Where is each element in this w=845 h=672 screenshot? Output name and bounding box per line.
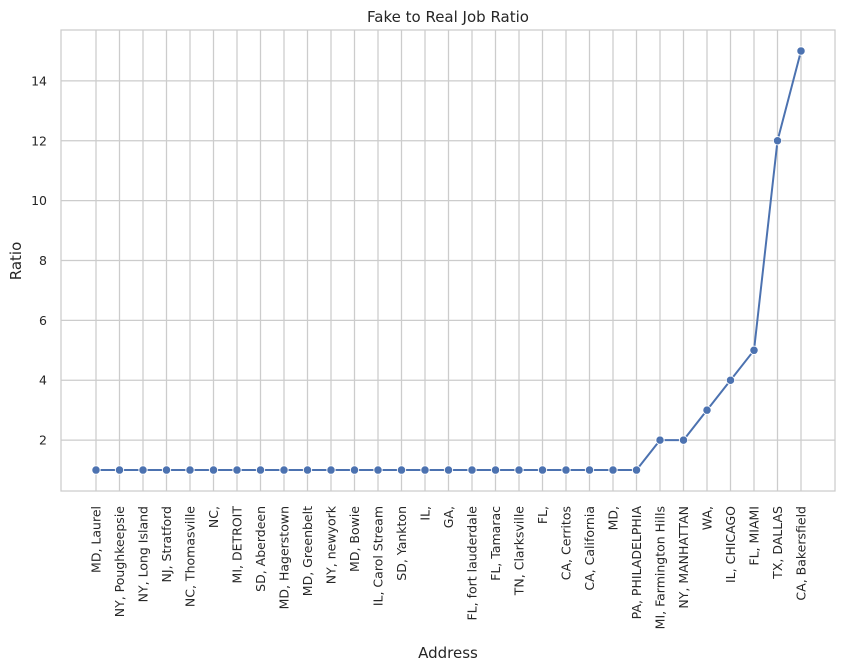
x-tick-label: PA, PHILADELPHIA [629, 506, 644, 620]
x-tick-label: NY, Poughkeepsie [112, 506, 127, 618]
y-axis-ticks: 2 4 6 8 10 12 14 [31, 73, 47, 447]
y-axis-title: Ratio [7, 242, 25, 281]
x-tick-label: FL, [535, 506, 550, 524]
data-point [443, 465, 454, 475]
data-point [514, 465, 524, 475]
x-tick-label: SD, Yankton [394, 506, 409, 581]
x-tick-label: IL, [418, 506, 433, 521]
x-tick-label: MD, Greenbelt [300, 506, 315, 596]
x-tick-label: CA, Cerritos [559, 506, 574, 580]
x-tick-label: TX, DALLAS [770, 506, 785, 580]
data-point [749, 345, 759, 355]
x-tick-label: MD, [606, 506, 621, 530]
y-tick-label: 2 [39, 433, 47, 448]
y-tick-label: 12 [31, 133, 47, 148]
data-point [561, 465, 571, 475]
data-point [420, 465, 430, 475]
data-point [537, 465, 548, 475]
y-tick-label: 8 [39, 253, 47, 268]
chart-title: Fake to Real Job Ratio [367, 8, 529, 26]
data-point [396, 465, 407, 475]
x-tick-label: NC, [206, 506, 221, 528]
data-point [490, 465, 501, 475]
y-tick-label: 4 [39, 373, 47, 388]
x-tick-label: CA, Bakersfield [794, 506, 809, 601]
x-tick-label: IL, Carol Stream [371, 506, 386, 606]
grid [61, 30, 835, 491]
data-point [138, 465, 148, 475]
x-tick-label: NC, Thomasville [183, 506, 198, 607]
x-tick-label: NY, newyork [324, 505, 339, 584]
data-point [584, 465, 595, 475]
data-point [349, 465, 360, 475]
x-tick-label: MD, Laurel [89, 506, 104, 573]
data-point [373, 465, 383, 475]
data-point [467, 465, 477, 475]
x-tick-label: FL, fort lauderdale [465, 506, 480, 621]
x-tick-label: WA, [700, 506, 715, 530]
x-tick-label: GA, [441, 506, 456, 528]
data-point [232, 465, 242, 475]
data-point [631, 465, 642, 475]
x-tick-label: MI, DETROIT [230, 506, 245, 584]
x-tick-label: CA, California [582, 506, 597, 591]
data-point [702, 405, 712, 415]
x-tick-label: NY, Long Island [136, 506, 151, 602]
x-tick-label: FL, Tamarac [488, 506, 503, 581]
data-point [255, 465, 266, 475]
data-point [185, 465, 195, 475]
y-tick-label: 14 [31, 73, 47, 88]
x-axis-ticks: MD, Laurel NY, Poughkeepsie NY, Long Islan… [89, 505, 809, 629]
x-tick-label: SD, Aberdeen [253, 506, 268, 592]
data-point [208, 465, 219, 475]
data-point [678, 435, 689, 445]
x-tick-label: FL, MIAMI [747, 506, 762, 566]
data-point [302, 465, 313, 475]
x-tick-label: IL, CHICAGO [723, 506, 738, 583]
data-point [725, 375, 736, 385]
data-point [279, 465, 289, 475]
x-tick-label: MI, Farmington Hills [653, 506, 668, 629]
data-point [772, 136, 783, 146]
series-line [91, 46, 806, 475]
x-tick-label: TN, Clarksville [512, 506, 527, 597]
data-point [655, 435, 665, 445]
x-tick-label: NY, MANHATTAN [676, 506, 691, 609]
x-tick-label: MD, Bowie [347, 506, 362, 572]
x-tick-label: NJ, Stratford [159, 506, 174, 582]
plot-frame [60, 29, 836, 492]
y-tick-label: 10 [31, 193, 47, 208]
data-point [608, 465, 618, 475]
data-point [796, 46, 806, 56]
data-point [161, 465, 172, 475]
data-point [326, 465, 336, 475]
data-point [114, 465, 125, 475]
data-point [91, 465, 101, 475]
y-tick-label: 6 [39, 313, 47, 328]
x-axis-title: Address [418, 644, 478, 662]
x-tick-label: MD, Hagerstown [277, 506, 292, 609]
